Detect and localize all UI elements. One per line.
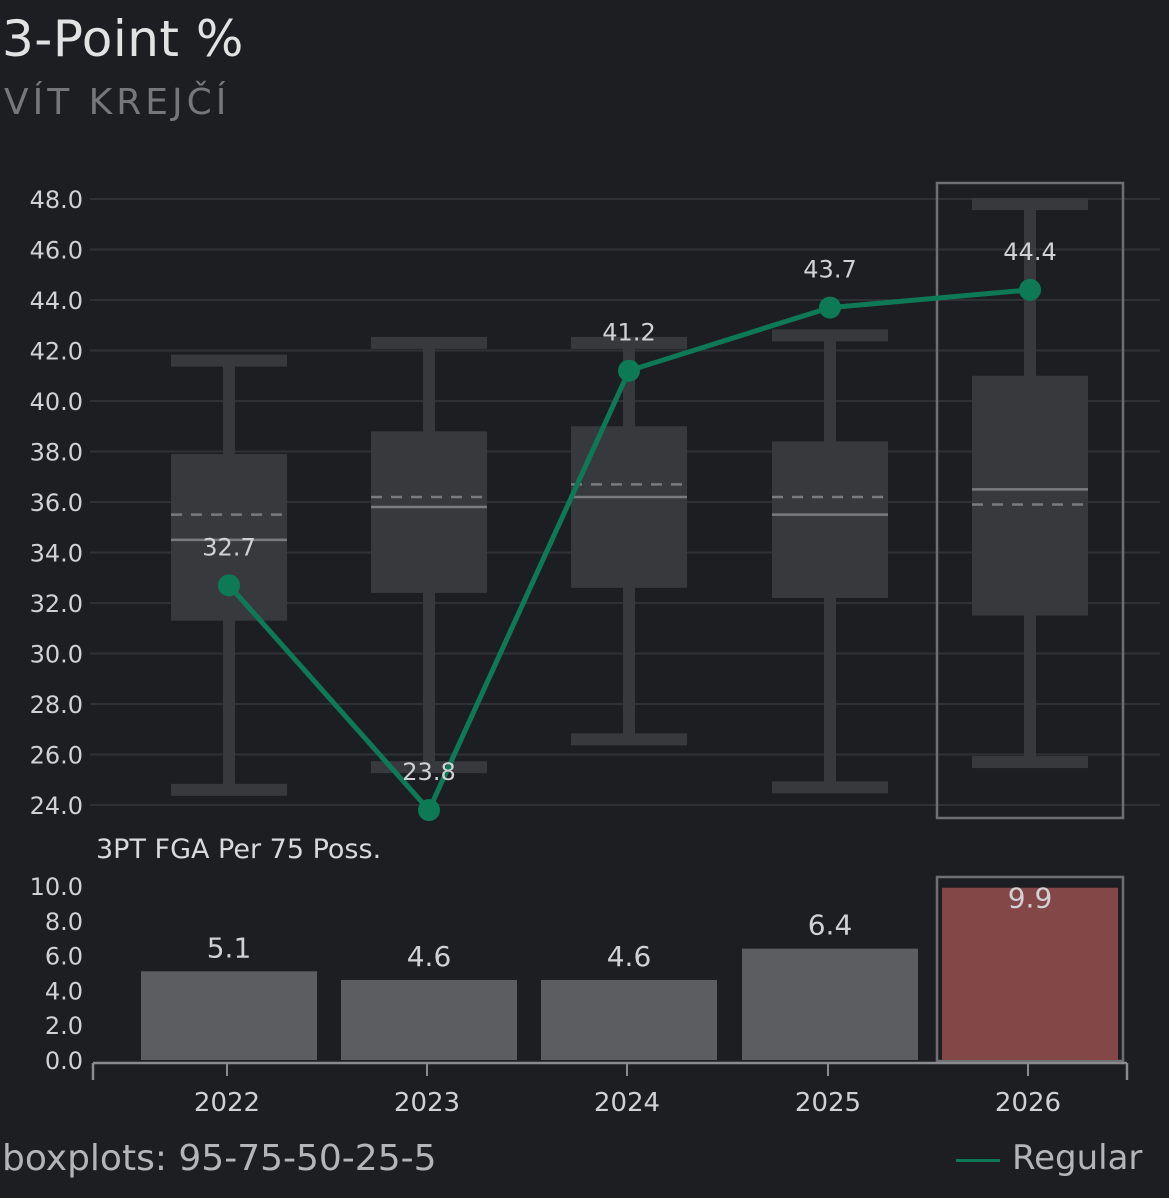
bar xyxy=(141,971,317,1060)
y-tick-label: 40.0 xyxy=(30,388,83,416)
whisker-cap-top xyxy=(171,354,287,367)
point-label-layer: 32.7 23.8 41.2 43.7 44.4 xyxy=(202,238,1056,786)
y-tick-label: 24.0 xyxy=(30,792,83,820)
x-axis: 2022 2023 2024 2025 2026 xyxy=(91,1061,1129,1118)
x-tick-label: 2024 xyxy=(594,1088,660,1118)
bar xyxy=(341,979,517,1060)
legend-line-swatch xyxy=(956,1158,1000,1162)
data-point xyxy=(618,359,640,382)
highlight-frame xyxy=(935,181,1125,820)
bar-y-tick-label: 0.0 xyxy=(45,1047,83,1075)
data-point xyxy=(1019,278,1041,301)
bar-y-tick-label: 4.0 xyxy=(45,977,83,1005)
data-label: 43.7 xyxy=(803,256,856,284)
data-point xyxy=(418,799,440,822)
y-tick-label: 28.0 xyxy=(30,691,83,719)
player-name: VÍT KREJČÍ xyxy=(4,82,231,123)
bar-highlight-frame xyxy=(935,875,1125,1063)
boxplot-layer xyxy=(171,198,1088,796)
y-axis: 24.0 26.0 28.0 30.0 32.0 34.0 36.0 38.0 40.0 42.0… xyxy=(30,186,83,820)
x-tick-label: 2022 xyxy=(194,1088,260,1118)
data-label: 32.7 xyxy=(202,533,255,561)
whisker-cap-bottom xyxy=(171,783,287,796)
box-iqr xyxy=(772,441,888,598)
y-tick-label: 34.0 xyxy=(30,540,83,568)
bar-y-tick-label: 10.0 xyxy=(30,873,83,901)
bar xyxy=(742,948,918,1060)
bar-value-label: 6.4 xyxy=(808,909,853,942)
whisker-cap-top xyxy=(972,198,1088,211)
bar-y-tick-label: 6.0 xyxy=(45,943,83,971)
legend: Regular xyxy=(956,1138,1142,1178)
y-tick-label: 36.0 xyxy=(30,489,83,517)
boxplot-note: boxplots: 95-75-50-25-5 xyxy=(2,1138,437,1179)
y-tick-label: 38.0 xyxy=(30,439,83,467)
y-tick-label: 26.0 xyxy=(30,742,83,770)
bar xyxy=(942,887,1118,1060)
y-tick-label: 32.0 xyxy=(30,590,83,618)
whisker-cap-bottom xyxy=(772,781,888,794)
bar-value-label: 4.6 xyxy=(607,940,652,973)
whisker-cap-bottom xyxy=(972,756,1088,769)
bar-value-label: 5.1 xyxy=(207,931,252,964)
bar-chart-title: 3PT FGA Per 75 Poss. xyxy=(96,834,381,865)
chart-title: 3-Point % xyxy=(2,10,244,68)
bar-y-tick-label: 2.0 xyxy=(45,1012,83,1040)
whisker-cap-top xyxy=(571,336,687,349)
legend-label: Regular xyxy=(1012,1138,1143,1178)
y-tick-label: 44.0 xyxy=(30,287,83,315)
y-tick-label: 46.0 xyxy=(30,237,83,265)
data-point xyxy=(819,296,841,319)
data-label: 41.2 xyxy=(602,319,655,347)
y-tick-label: 42.0 xyxy=(30,338,83,366)
data-label: 44.4 xyxy=(1003,238,1056,266)
bar-chart-layer: 0.0 2.0 4.0 6.0 8.0 10.0 5.1 4.6 4.6 6.4 9.9 xyxy=(30,873,1125,1075)
data-label: 23.8 xyxy=(402,758,455,786)
x-tick-label: 2023 xyxy=(394,1088,460,1118)
whisker-cap-bottom xyxy=(571,733,687,746)
whisker-cap-top xyxy=(772,329,888,342)
x-tick-label: 2025 xyxy=(795,1088,861,1118)
bar-value-label: 9.9 xyxy=(1008,882,1053,915)
box-iqr xyxy=(371,431,487,593)
data-point xyxy=(218,574,240,597)
line-layer xyxy=(218,278,1041,822)
box-iqr xyxy=(571,426,687,588)
whisker-cap-bottom xyxy=(371,761,487,774)
x-tick-label: 2026 xyxy=(995,1088,1061,1118)
whisker-cap-top xyxy=(371,336,487,349)
box-iqr xyxy=(972,375,1088,616)
bar-value-label: 4.6 xyxy=(407,940,452,973)
bar xyxy=(541,979,717,1060)
bar-y-tick-label: 8.0 xyxy=(45,908,83,936)
y-tick-label: 48.0 xyxy=(30,186,83,214)
y-tick-label: 30.0 xyxy=(30,641,83,669)
